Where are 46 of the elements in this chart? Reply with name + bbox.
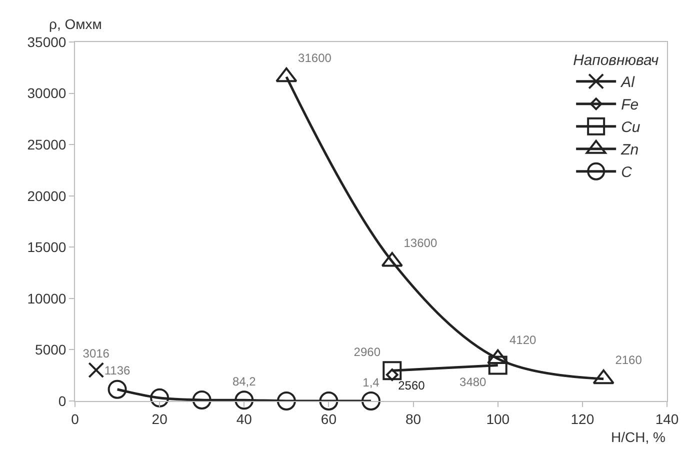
legend-label: C	[621, 164, 632, 182]
point	[108, 380, 127, 399]
y-tick-label: 15000	[27, 239, 66, 256]
point	[150, 388, 170, 408]
x-tick-label: 0	[71, 410, 80, 427]
point	[319, 392, 338, 410]
data-label: 4120	[509, 333, 537, 348]
y-tick-label: 10000	[27, 290, 66, 306]
legend-label: Zn	[620, 142, 639, 159]
point	[192, 390, 212, 410]
legend-label: Cu	[621, 119, 641, 136]
legend-title: Наповнювач	[573, 52, 659, 70]
y-tick-label: 5000	[35, 342, 66, 358]
x-axis-title: Н/СН, %	[611, 429, 666, 445]
y-tick-label: 20000	[27, 188, 66, 204]
data-label: 13600	[404, 236, 438, 250]
data-label: 31600	[298, 51, 332, 66]
data-label: 2960	[354, 345, 381, 360]
point	[362, 391, 380, 410]
point	[382, 361, 402, 380]
data-label: 1136	[104, 364, 131, 378]
data-label: 84,2	[232, 374, 256, 389]
x-tick-label: 120	[570, 410, 594, 427]
x-tick-label: 80	[406, 410, 422, 427]
point	[488, 356, 508, 375]
legend-label: Al	[620, 74, 636, 92]
y-tick-label: 0	[58, 392, 66, 409]
data-label: 1,4	[362, 375, 380, 390]
point	[88, 362, 104, 378]
data-label: 2560	[398, 378, 426, 393]
x-tick-label: 60	[320, 410, 337, 427]
point	[276, 392, 296, 410]
x-tick-label: 140	[655, 410, 679, 427]
y-tick-label: 25000	[27, 136, 66, 152]
x-tick-label: 100	[486, 410, 510, 427]
data-label: 2160	[615, 353, 642, 368]
data-label: 3016	[82, 346, 110, 360]
y-axis-title: ρ, Омхм	[49, 16, 102, 32]
legend-label: Fe	[621, 96, 639, 114]
x-tick-label: 20	[152, 410, 168, 427]
point	[276, 67, 298, 82]
y-tick-label: 30000	[27, 85, 66, 102]
y-tick-label: 35000	[27, 34, 66, 50]
x-tick-label: 40	[236, 410, 252, 427]
point	[234, 390, 254, 410]
data-label: 3480	[460, 374, 487, 389]
